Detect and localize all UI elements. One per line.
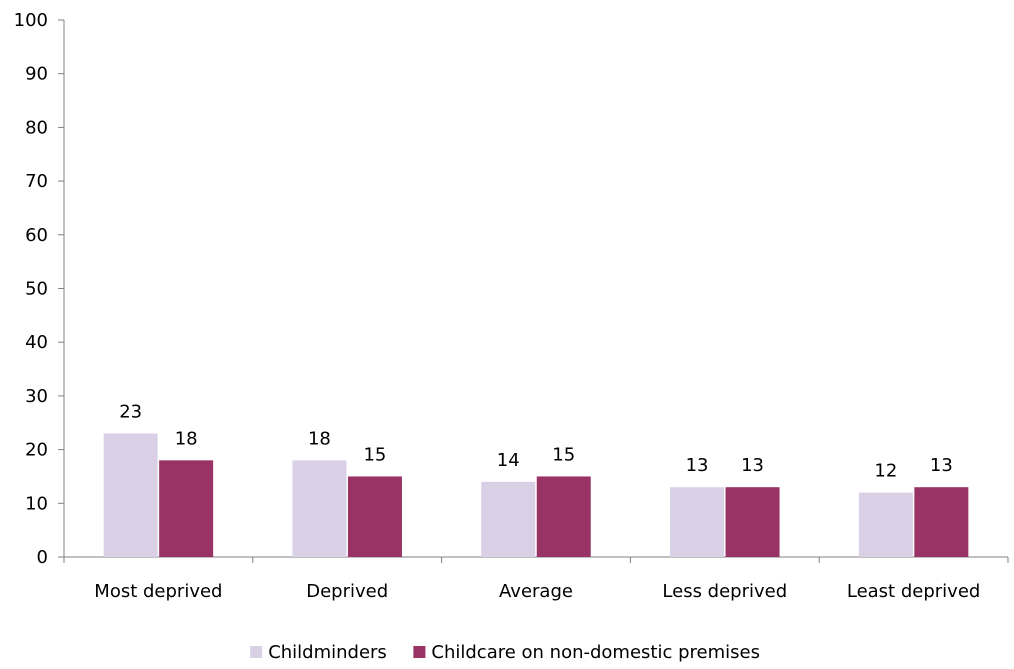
y-tick-label: 40 bbox=[25, 332, 48, 353]
legend-label: Childcare on non-domestic premises bbox=[431, 642, 760, 663]
y-tick-label: 90 bbox=[25, 64, 48, 85]
bar-childcare-non-domestic bbox=[914, 487, 969, 557]
data-label: 13 bbox=[741, 455, 764, 476]
y-tick-label: 100 bbox=[14, 10, 48, 31]
bar-childminders bbox=[292, 460, 347, 557]
data-label: 15 bbox=[363, 444, 386, 465]
bar-childminders bbox=[481, 481, 536, 557]
data-label: 12 bbox=[874, 461, 897, 482]
y-tick-label: 70 bbox=[25, 171, 48, 192]
data-label: 18 bbox=[308, 428, 331, 449]
data-label: 14 bbox=[497, 450, 520, 471]
y-tick-label: 50 bbox=[25, 279, 48, 300]
x-category-label: Deprived bbox=[306, 581, 388, 602]
legend: Childminders Childcare on non-domestic pr… bbox=[250, 642, 760, 663]
y-tick-label: 0 bbox=[37, 547, 48, 568]
x-category-label: Most deprived bbox=[94, 581, 222, 602]
bar-childminders bbox=[858, 492, 913, 557]
data-label: 13 bbox=[930, 455, 953, 476]
x-category-label: Less deprived bbox=[662, 581, 787, 602]
x-axis: Most deprived Deprived Average Less deprive… bbox=[63, 556, 1009, 602]
bar-childminders bbox=[103, 433, 158, 557]
y-tick-label: 10 bbox=[25, 493, 48, 514]
data-label: 18 bbox=[175, 428, 198, 449]
legend-label: Childminders bbox=[268, 642, 387, 663]
x-category-label: Least deprived bbox=[847, 581, 980, 602]
legend-swatch bbox=[250, 646, 263, 658]
data-label: 15 bbox=[552, 444, 575, 465]
data-label: 23 bbox=[119, 401, 142, 422]
data-labels: 23 18 18 15 14 15 13 13 12 13 bbox=[119, 401, 953, 481]
legend-swatch bbox=[413, 646, 426, 658]
data-label: 13 bbox=[686, 455, 709, 476]
bar-childcare-non-domestic bbox=[536, 476, 591, 557]
bars bbox=[103, 433, 969, 557]
y-tick-label: 60 bbox=[25, 225, 48, 246]
y-tick-label: 30 bbox=[25, 386, 48, 407]
bar-childcare-non-domestic bbox=[347, 476, 402, 557]
bar-childcare-non-domestic bbox=[725, 487, 780, 557]
y-tick-label: 80 bbox=[25, 117, 48, 138]
y-axis: 0 10 20 30 40 50 60 70 80 90 100 bbox=[14, 10, 65, 568]
bar-childcare-non-domestic bbox=[159, 460, 214, 557]
x-category-label: Average bbox=[499, 581, 573, 602]
bar-childminders bbox=[670, 487, 725, 557]
y-tick-label: 20 bbox=[25, 440, 48, 461]
